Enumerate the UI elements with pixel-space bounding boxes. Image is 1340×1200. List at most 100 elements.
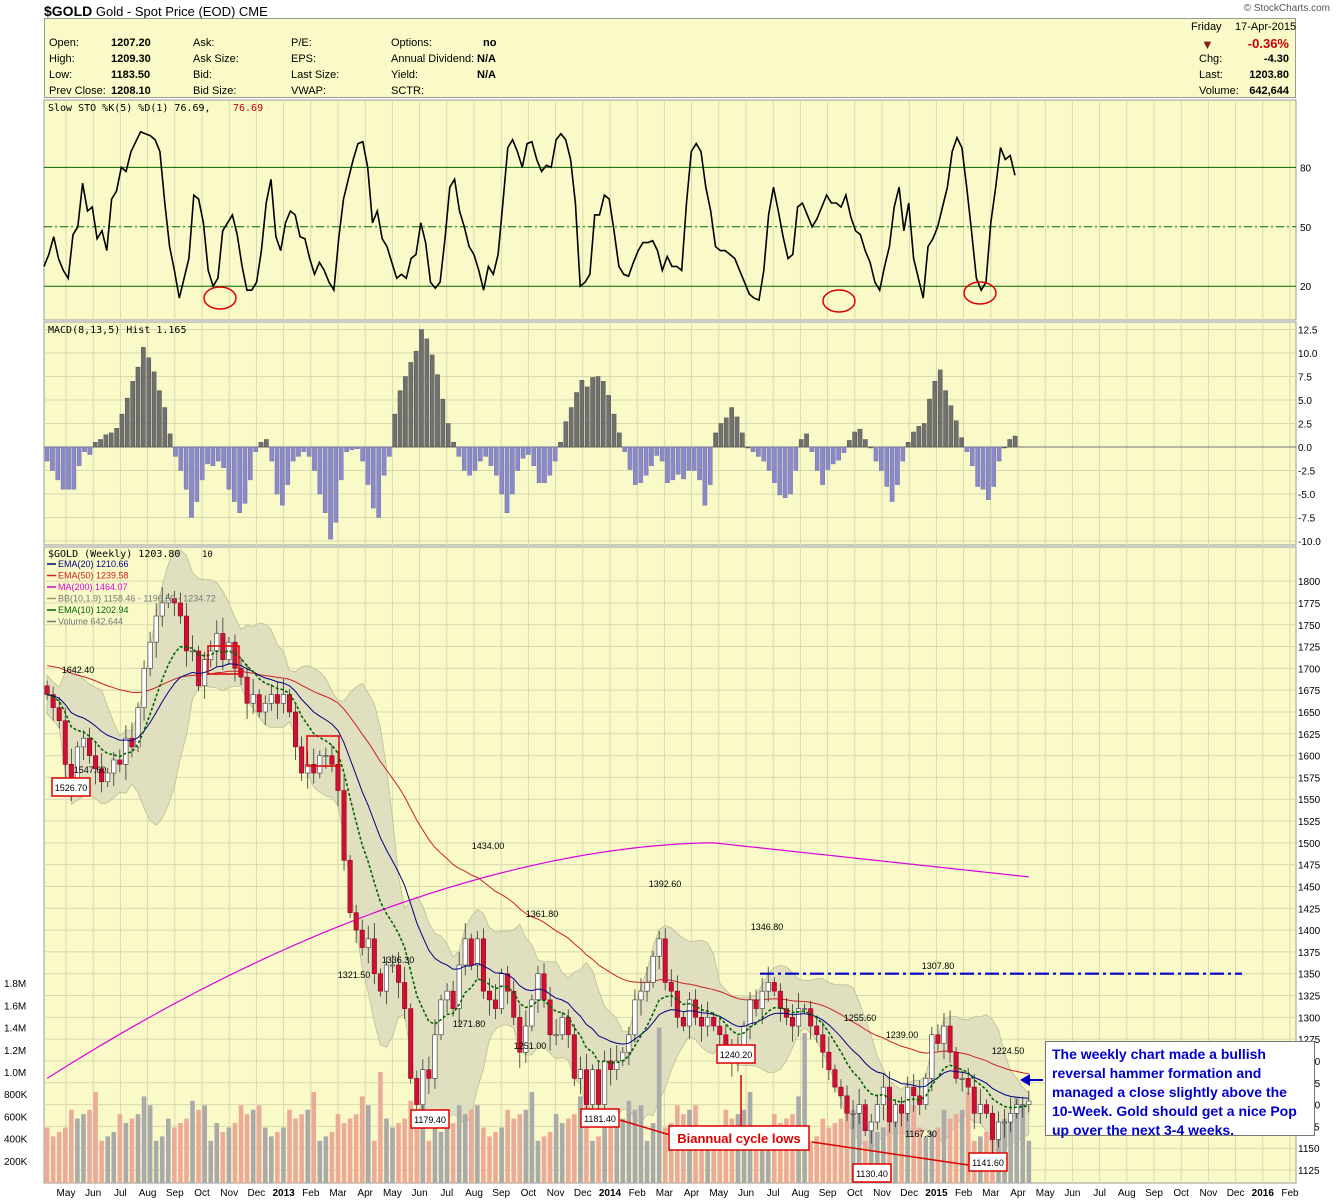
candle-body bbox=[547, 999, 553, 1036]
macd-bar bbox=[531, 446, 537, 466]
legend-label: EMA(50) 1239.58 bbox=[58, 571, 129, 581]
x-axis-label: Sep bbox=[166, 1188, 184, 1199]
candle-body bbox=[383, 964, 389, 992]
volume-bar bbox=[802, 1033, 807, 1183]
volume-tick-label: 1.4M bbox=[4, 1024, 26, 1035]
price-label: 1434.00 bbox=[472, 841, 505, 851]
candle-body bbox=[1014, 1104, 1020, 1114]
volume-bar bbox=[281, 1127, 286, 1183]
ask-label: Ask: bbox=[193, 37, 215, 49]
quote-date: 17-Apr-2015 bbox=[1235, 21, 1297, 33]
macd-bar bbox=[215, 446, 221, 462]
volume-bar bbox=[50, 1136, 56, 1183]
macd-bar bbox=[900, 446, 906, 462]
candle-body bbox=[486, 990, 492, 1001]
high-label: High: bbox=[49, 53, 75, 65]
volume-bar bbox=[1014, 1096, 1019, 1183]
price-label: 1361.80 bbox=[526, 909, 559, 919]
candle-body bbox=[105, 772, 111, 783]
candle-body bbox=[814, 1025, 820, 1036]
macd-bar bbox=[146, 357, 152, 448]
macd-bar bbox=[130, 381, 135, 448]
candle-body bbox=[796, 1008, 802, 1027]
stoch-title: Slow STO %K(5) %D(1) 76.69, bbox=[48, 103, 211, 114]
macd-bar bbox=[547, 446, 553, 476]
candle-body bbox=[874, 1104, 880, 1123]
macd-bar bbox=[472, 446, 478, 471]
candle-body bbox=[93, 755, 99, 769]
price-tick-label: 1150 bbox=[1298, 1144, 1320, 1155]
volume-bar bbox=[759, 1136, 765, 1183]
x-axis-label: 2014 bbox=[599, 1188, 622, 1199]
panel-bg-1 bbox=[43, 99, 1297, 321]
volume-bar bbox=[196, 1109, 201, 1183]
boxed-low-frame bbox=[51, 777, 91, 797]
x-axis-label: Jun bbox=[1064, 1188, 1080, 1199]
candle-body bbox=[989, 1112, 995, 1140]
volume-bar bbox=[553, 1114, 559, 1183]
macd-bar bbox=[167, 433, 173, 448]
volume-bar bbox=[614, 1123, 620, 1183]
x-axis-label: Jun bbox=[738, 1188, 754, 1199]
macd-bar bbox=[82, 446, 87, 452]
macd-bar bbox=[584, 386, 590, 448]
volume-bar bbox=[256, 1105, 262, 1183]
candle-body bbox=[662, 938, 668, 983]
volume-bar bbox=[402, 1118, 407, 1183]
price-label: 1547.60 bbox=[74, 765, 107, 775]
volume-tick-label: 1.2M bbox=[4, 1046, 26, 1057]
boxed-low-label: 1240.20 bbox=[720, 1050, 753, 1060]
prev-close-value: 1208.10 bbox=[111, 85, 151, 97]
volume-tick-label: 600K bbox=[4, 1112, 28, 1123]
volume-bar bbox=[153, 1140, 159, 1183]
macd-bar bbox=[50, 446, 55, 471]
macd-bar bbox=[606, 395, 611, 448]
macd-bar bbox=[932, 381, 938, 448]
macd-bar bbox=[574, 392, 579, 448]
macd-bar bbox=[964, 446, 970, 452]
x-axis-label: May bbox=[383, 1188, 402, 1199]
candle-body bbox=[996, 1121, 1002, 1140]
candle-body bbox=[317, 755, 323, 774]
x-axis-label: Mar bbox=[982, 1188, 1000, 1199]
candle-body bbox=[638, 990, 644, 1001]
volume-bar bbox=[87, 1109, 92, 1183]
macd-bar bbox=[825, 446, 831, 470]
x-axis-label: Dec bbox=[1227, 1188, 1245, 1199]
candle-body bbox=[947, 1025, 953, 1053]
price-tick-label: 1775 bbox=[1298, 599, 1321, 610]
candle-body bbox=[911, 1086, 917, 1097]
macd-tick-label: 5.0 bbox=[1298, 396, 1312, 407]
macd-bar bbox=[830, 446, 836, 465]
macd-bar bbox=[253, 446, 258, 452]
macd-bar bbox=[322, 446, 328, 514]
volume-value: 642,644 bbox=[1249, 85, 1289, 97]
price-label: 1346.80 bbox=[751, 922, 784, 932]
volume-bar bbox=[850, 1109, 856, 1183]
candle-body bbox=[838, 1086, 844, 1097]
candle-body bbox=[983, 1104, 989, 1114]
price-title-suffix: 10 bbox=[202, 550, 213, 560]
macd-bar bbox=[333, 446, 339, 523]
macd-bar bbox=[194, 446, 200, 502]
volume-bar bbox=[875, 1131, 880, 1183]
candle-body bbox=[323, 755, 329, 757]
price-label: 1271.80 bbox=[453, 1019, 486, 1029]
volume-bar bbox=[123, 1123, 129, 1183]
macd-bar bbox=[360, 446, 365, 462]
volume-bar bbox=[250, 1109, 256, 1183]
candle-body bbox=[959, 1078, 965, 1080]
x-axis-label: Sep bbox=[1145, 1188, 1163, 1199]
candle-body bbox=[256, 694, 262, 713]
volume-bar bbox=[699, 1127, 704, 1183]
x-axis-label: Aug bbox=[792, 1188, 810, 1199]
volume-bar bbox=[62, 1127, 68, 1183]
macd-bar bbox=[911, 431, 916, 448]
candle-body bbox=[632, 999, 638, 1036]
volume-bar bbox=[99, 1140, 104, 1183]
candle-body bbox=[559, 1017, 565, 1036]
macd-bar bbox=[296, 446, 301, 457]
macd-tick-label: 12.5 bbox=[1298, 326, 1318, 337]
volume-bar bbox=[632, 1109, 638, 1183]
price-label: 1392.60 bbox=[649, 879, 682, 889]
